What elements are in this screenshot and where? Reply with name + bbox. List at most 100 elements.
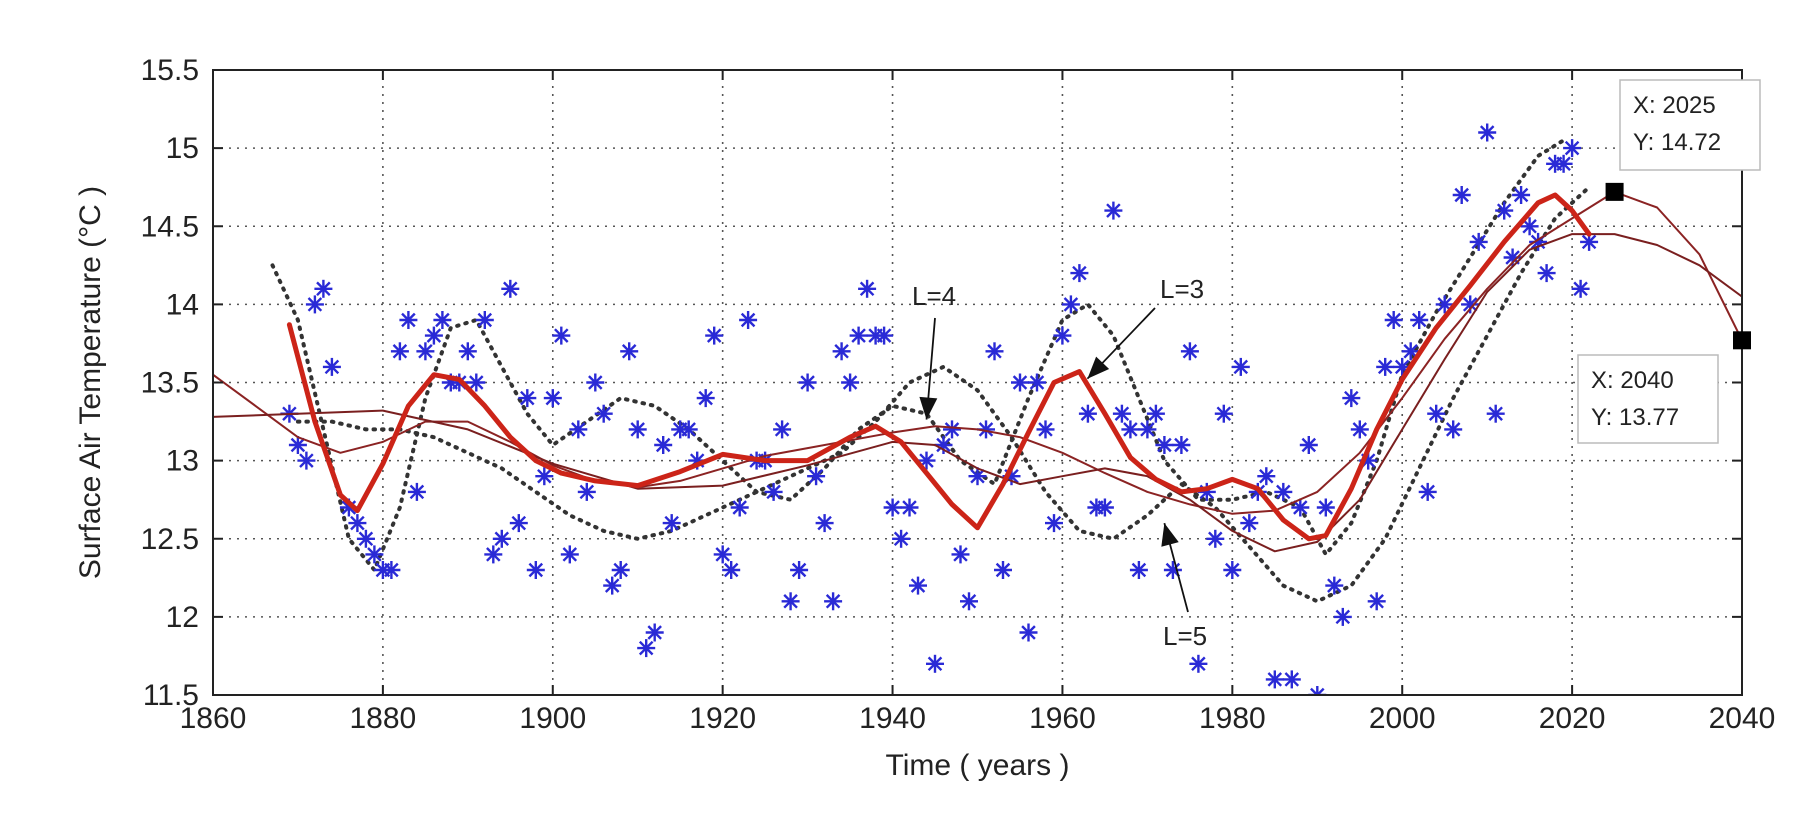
observation-point-stroke xyxy=(859,281,875,297)
observation-point-stroke xyxy=(1352,422,1368,437)
datatip-box-2040[interactable]: X: 2040 Y: 13.77 xyxy=(1577,354,1719,444)
y-tick-label: 14 xyxy=(166,288,199,321)
observation-point-stroke xyxy=(392,344,408,359)
observation-point-stroke xyxy=(1284,672,1300,687)
y-tick-label: 15.5 xyxy=(141,54,199,87)
observation-point-stroke xyxy=(885,500,900,515)
observation-point-stroke xyxy=(554,328,569,343)
observation-point xyxy=(1316,498,1335,517)
observation-point-stroke xyxy=(545,390,561,406)
observation-point xyxy=(1554,154,1573,173)
observation-point-stroke xyxy=(808,468,824,484)
observation-point-stroke xyxy=(358,531,374,547)
observation-point xyxy=(926,654,944,673)
observation-point-stroke xyxy=(1293,500,1308,515)
observation-point-stroke xyxy=(1114,406,1130,421)
observation-point xyxy=(1206,529,1225,548)
observation-point xyxy=(577,482,596,501)
observation-point-stroke xyxy=(613,562,628,578)
observation-point-stroke xyxy=(1377,359,1393,375)
observation-point-stroke xyxy=(783,594,798,609)
datatip-background xyxy=(1577,354,1719,444)
annotation-label-l3: L=3 xyxy=(1160,274,1204,304)
observation-point-stroke xyxy=(621,344,637,359)
observation-point xyxy=(1325,576,1344,595)
observation-point xyxy=(679,420,698,439)
observation-point-stroke xyxy=(910,578,926,593)
observation-point xyxy=(416,342,435,361)
observation-point xyxy=(297,451,316,470)
observation-point xyxy=(348,514,367,533)
observation-point xyxy=(790,561,809,579)
observation-point xyxy=(501,279,520,298)
observation-point xyxy=(1104,201,1123,220)
observation-point xyxy=(1070,264,1089,283)
x-tick-label: 1920 xyxy=(689,702,756,735)
observation-point xyxy=(1274,482,1293,501)
observation-point xyxy=(1121,420,1140,439)
observation-point-stroke xyxy=(1191,656,1206,672)
observation-point xyxy=(1418,482,1437,501)
observation-point-stroke xyxy=(834,344,849,359)
observation-point xyxy=(1520,217,1539,236)
observation-point-stroke xyxy=(851,328,866,343)
observation-point xyxy=(620,342,639,361)
observation-point xyxy=(730,498,749,517)
observation-point-stroke xyxy=(1445,422,1461,437)
annotation-label-l4: L=4 xyxy=(912,281,956,311)
datatip-marker[interactable] xyxy=(1605,182,1624,201)
observation-point-stroke xyxy=(817,515,832,531)
observation-point xyxy=(1444,420,1463,439)
observation-point-stroke xyxy=(1403,344,1418,359)
observation-point xyxy=(603,576,622,595)
observation-point-stroke xyxy=(791,562,807,578)
observation-point-stroke xyxy=(1454,187,1469,203)
observation-point-stroke xyxy=(486,547,501,562)
observation-point xyxy=(798,373,817,392)
datatip-box-2025[interactable]: X: 2025 Y: 14.72 xyxy=(1619,79,1761,171)
observation-point-stroke xyxy=(537,468,552,484)
observation-point xyxy=(518,389,537,408)
observation-point xyxy=(1053,326,1072,345)
plot-area xyxy=(213,70,1742,695)
observation-point-stroke xyxy=(1021,625,1036,640)
observation-point-stroke xyxy=(324,359,340,375)
observation-point-stroke xyxy=(1165,562,1181,578)
observation-point xyxy=(543,389,562,408)
observation-point-stroke xyxy=(706,328,722,343)
observation-point xyxy=(934,436,953,454)
observation-point xyxy=(1537,264,1556,283)
observation-point-stroke xyxy=(1462,297,1478,312)
observation-point-stroke xyxy=(740,312,756,328)
observation-point-stroke xyxy=(961,594,977,609)
observation-point-stroke xyxy=(1301,437,1317,453)
x-axis-title: Time ( years ) xyxy=(886,749,1070,782)
observation-point-stroke xyxy=(1327,578,1342,593)
observation-point xyxy=(807,467,826,486)
observation-point-stroke xyxy=(1233,359,1249,375)
observation-point-stroke xyxy=(316,281,331,297)
observation-point xyxy=(900,498,919,517)
observation-point-stroke xyxy=(1242,515,1257,531)
observation-point xyxy=(569,420,588,439)
datatip-marker[interactable] xyxy=(1733,331,1751,350)
x-tick-label: 2040 xyxy=(1709,702,1776,735)
series-layer xyxy=(213,123,1742,695)
observation-point-stroke xyxy=(1225,562,1240,578)
observation-point xyxy=(1172,436,1191,454)
observation-point-stroke xyxy=(1411,312,1427,328)
observation-point-stroke xyxy=(1310,687,1319,695)
observation-point-stroke xyxy=(1216,406,1232,421)
datatips: X: 2025 Y: 14.72 X: 2040 Y: 13.77 xyxy=(1577,79,1761,444)
observation-point-stroke xyxy=(1394,359,1410,375)
observation-point-stroke xyxy=(1488,406,1503,421)
observation-point-stroke xyxy=(902,500,917,515)
observation-point-stroke xyxy=(1157,437,1172,453)
x-tick-label: 1960 xyxy=(1029,702,1096,735)
observation-point-stroke xyxy=(520,390,535,406)
observation-point xyxy=(909,576,927,595)
observation-point-stroke xyxy=(1148,406,1164,421)
y-axis-title: Surface Air Temperature (°C ) xyxy=(74,186,107,579)
observation-point xyxy=(1078,404,1097,423)
